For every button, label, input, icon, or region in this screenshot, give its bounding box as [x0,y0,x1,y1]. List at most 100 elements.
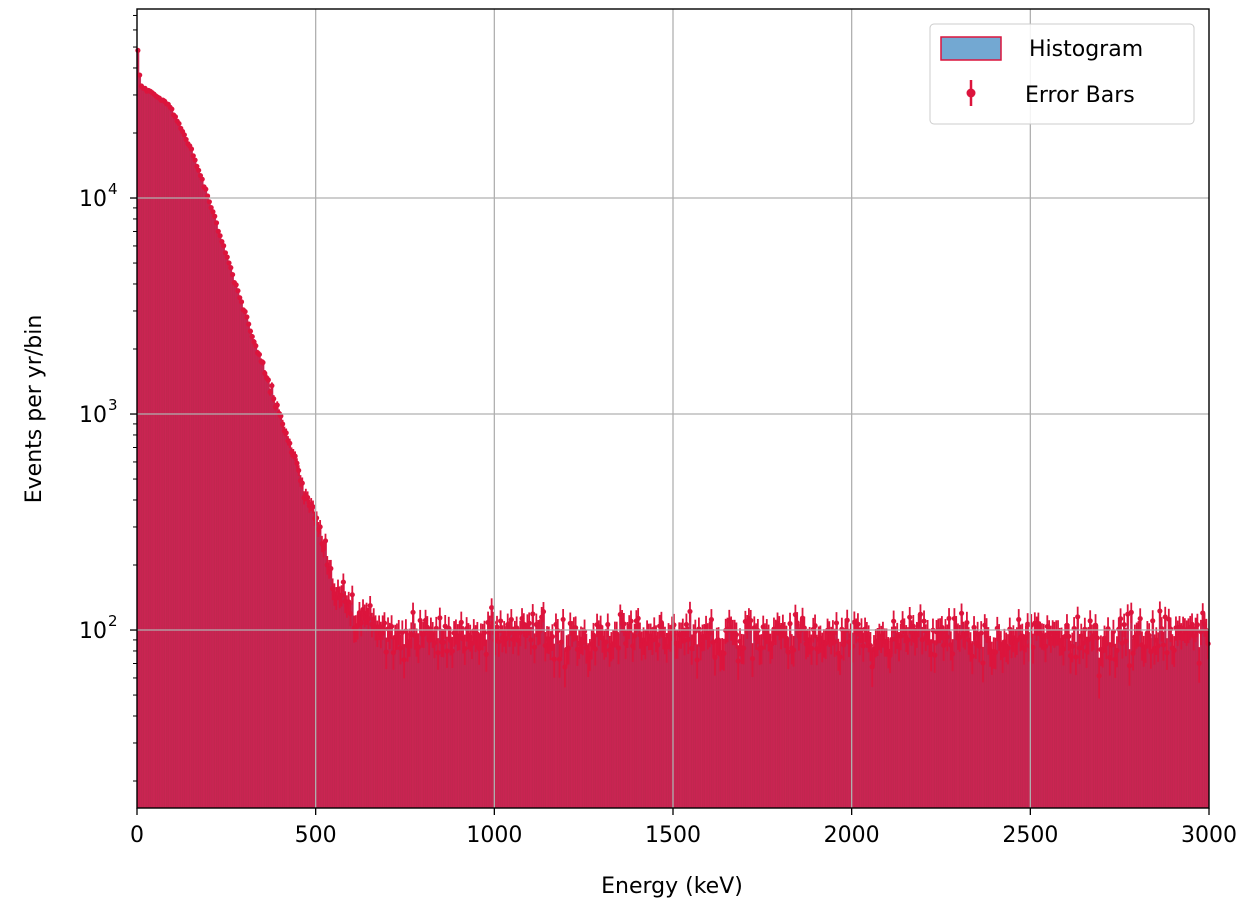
error-bar-marker [832,639,838,645]
error-bar-marker [208,205,214,211]
error-bar-marker [280,421,286,427]
error-bar-marker [558,639,564,645]
error-bar-marker [417,617,423,624]
error-bar-marker [687,608,693,615]
error-bar-marker [683,621,690,628]
error-bar-marker [444,648,450,654]
error-bar-marker [274,402,280,408]
error-bar-marker [1030,644,1036,651]
error-bar-marker [844,617,850,623]
error-bar-marker [1096,673,1102,679]
error-bar-marker [481,630,488,636]
error-bar-marker [565,645,572,651]
error-bar-marker [628,618,634,624]
error-bar-marker [496,639,502,645]
error-bar-marker [685,636,691,642]
error-bar-marker [340,579,346,585]
error-bar-marker [1126,663,1133,669]
error-bar-marker [721,650,727,656]
error-bar-marker [1171,647,1177,653]
error-bar-marker [210,209,216,215]
error-bar-marker [226,260,232,266]
error-bar-marker [358,620,364,626]
error-bar-marker [958,610,965,616]
error-bar-marker [253,343,259,349]
error-bar-marker [349,592,355,598]
error-bar-marker [1014,637,1020,643]
error-bar-marker [905,637,911,643]
error-bar-marker [137,72,143,78]
error-bar-marker [497,618,504,624]
error-bar-marker [696,626,702,632]
error-bar-marker [181,132,187,138]
error-bar-marker [506,630,513,636]
error-bar-marker [526,620,532,626]
legend-histogram-label: Histogram [1029,37,1143,62]
error-bar-marker [256,351,262,358]
error-bar-marker [946,615,952,622]
error-bar-marker [494,624,500,630]
error-bar-marker [365,615,371,622]
error-bar-marker [462,645,468,652]
error-bar-marker [421,631,427,637]
error-bar-marker [921,618,927,624]
x-axis-label: Energy (keV) [601,874,743,899]
error-bar-marker [1155,643,1161,649]
x-tick-label: 0 [130,823,144,848]
error-bar-marker [246,321,252,327]
error-bar-marker [1157,608,1163,614]
error-bar-marker [190,153,196,159]
error-bar-marker [555,628,561,634]
y-axis-label: Events per yr/bin [22,315,47,504]
error-bar-marker [1130,650,1136,656]
error-bar-marker [1073,654,1079,660]
error-bar-marker [833,620,840,626]
error-bar-marker [1123,638,1129,644]
error-bar-marker [517,629,523,636]
error-bars [135,47,1211,699]
error-bar-marker [206,199,212,205]
error-bar-marker [196,167,202,173]
error-bar-marker [1066,633,1072,639]
error-bar-marker [269,383,275,389]
error-bar-marker [244,314,250,320]
grid-lines [137,9,1209,808]
error-bar-marker [1005,645,1011,651]
error-bar-marker [537,628,543,634]
error-bar-marker [769,640,775,647]
error-bar-marker [292,453,298,459]
error-bar-marker [415,644,421,650]
error-bar-marker [531,644,538,650]
error-bar-marker [1082,626,1088,632]
legend-errorbar-label: Error Bars [1025,83,1135,108]
error-bar-marker [712,654,718,661]
error-bar-marker [671,622,677,628]
error-bar-marker [855,621,861,627]
error-bar-marker [440,639,447,645]
error-bar-marker [1103,641,1109,647]
error-bar-marker [694,657,700,663]
error-bar-marker [1121,622,1127,628]
error-bar-marker [267,389,273,395]
y-tick-label: 10 [79,403,107,428]
error-bar-marker [812,623,818,629]
error-bar-marker [287,440,293,446]
error-bar-marker [791,647,797,653]
error-bar-marker [338,592,345,598]
error-bar-marker [787,621,793,627]
error-bar-marker [224,254,230,260]
error-bar-marker [172,114,179,120]
error-bar-marker [964,619,970,626]
error-bar-marker [1042,643,1049,649]
error-bar-marker [1150,618,1156,624]
error-bar-marker [265,377,271,383]
error-bar-marker [135,47,141,54]
error-bar-marker [299,480,305,486]
error-bar-marker [1160,642,1167,648]
error-bar-marker [1117,616,1124,622]
error-bar-marker [1164,650,1170,656]
error-bar-marker [785,649,791,655]
error-bar-marker [194,163,200,169]
error-bar-marker [431,640,438,646]
